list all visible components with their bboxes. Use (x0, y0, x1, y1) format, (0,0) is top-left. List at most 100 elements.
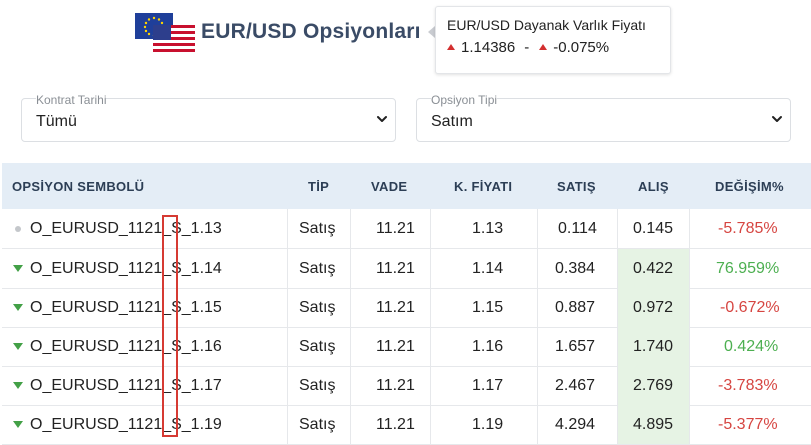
option-maturity: 11.21 (376, 220, 415, 237)
table-row[interactable]: O_EURUSD_1121_S_1.16 Satış 11.21 1.16 1.… (2, 327, 811, 367)
table-row[interactable]: O_EURUSD_1121_S_1.14 Satış 11.21 1.14 0.… (2, 249, 811, 289)
option-type-select[interactable]: Opsiyon Tipi Satım (416, 93, 791, 142)
option-symbol[interactable]: O_EURUSD_1121_S_1.14 (30, 260, 222, 277)
column-header-bid[interactable]: SATIŞ (557, 179, 596, 194)
option-bid: 1.657 (555, 338, 596, 355)
column-divider (537, 327, 538, 366)
column-divider (617, 249, 618, 288)
column-divider (287, 249, 288, 288)
column-divider (287, 327, 288, 366)
column-header-type[interactable]: TİP (308, 179, 330, 194)
option-maturity: 11.21 (376, 260, 415, 277)
option-type: Satış (299, 416, 336, 433)
contract-date-value: Tümü (36, 113, 77, 130)
column-header-ask[interactable]: ALIŞ (638, 179, 669, 194)
page-title: EUR/USD Opsiyonları (201, 20, 421, 43)
option-maturity: 11.21 (376, 338, 415, 355)
column-divider (430, 249, 431, 288)
table-row[interactable]: O_EURUSD_1121_S_1.17 Satış 11.21 1.17 2.… (2, 366, 811, 406)
chevron-down-icon (377, 116, 387, 122)
table-header: OPSİYON SEMBOLÜ TİP VADE K. FİYATI SATIŞ… (2, 163, 811, 209)
column-divider (689, 366, 690, 405)
option-bid: 2.467 (555, 377, 596, 394)
option-maturity: 11.21 (376, 299, 415, 316)
table-row[interactable]: O_EURUSD_1121_S_1.15 Satış 11.21 1.15 0.… (2, 288, 811, 328)
underlying-price-value: 1.14386 (461, 39, 516, 56)
option-ask: 1.740 (633, 338, 674, 355)
down-triangle-icon (13, 304, 23, 311)
down-triangle-icon (13, 421, 23, 428)
ask-cell-highlight (617, 366, 689, 405)
underlying-price-box: EUR/USD Dayanak Varlık Fiyatı 1.14386- -0… (435, 6, 671, 74)
option-symbol[interactable]: O_EURUSD_1121_S_1.16 (30, 338, 222, 355)
table-row[interactable]: O_EURUSD_1121_S_1.19 Satış 11.21 1.19 4.… (2, 405, 811, 445)
column-divider (689, 209, 690, 248)
option-type: Satış (299, 260, 336, 277)
option-change: -0.672% (720, 299, 780, 316)
option-bid: 4.294 (555, 416, 596, 433)
column-divider (430, 209, 431, 248)
column-divider (430, 288, 431, 327)
contract-date-label: Kontrat Tarihi (36, 93, 107, 107)
column-divider (617, 288, 618, 327)
column-header-maturity[interactable]: VADE (371, 179, 408, 194)
column-divider (350, 405, 351, 444)
down-triangle-icon (13, 343, 23, 350)
column-divider (617, 209, 618, 248)
option-change: -3.783% (718, 377, 778, 394)
column-header-symbol[interactable]: OPSİYON SEMBOLÜ (12, 179, 145, 194)
option-change: 76.959% (716, 260, 780, 277)
ask-cell-highlight (617, 405, 689, 444)
option-strike: 1.17 (472, 377, 504, 394)
option-ask: 0.972 (633, 299, 674, 316)
option-symbol[interactable]: O_EURUSD_1121_S_1.17 (30, 377, 222, 394)
column-divider (430, 327, 431, 366)
underlying-price-row: 1.14386- -0.075% (447, 39, 609, 56)
column-divider (350, 288, 351, 327)
option-ask: 2.769 (633, 377, 674, 394)
column-divider (537, 209, 538, 248)
column-divider (689, 405, 690, 444)
down-triangle-icon (13, 382, 23, 389)
column-divider (350, 209, 351, 248)
option-change: -5.377% (718, 416, 778, 433)
option-ask: 4.895 (633, 416, 674, 433)
column-divider (537, 405, 538, 444)
option-strike: 1.15 (472, 299, 504, 316)
table-row[interactable]: O_EURUSD_1121_S_1.13 Satış 11.21 1.13 0.… (2, 209, 811, 249)
option-symbol[interactable]: O_EURUSD_1121_S_1.13 (30, 220, 222, 237)
option-type-value: Satım (431, 113, 473, 130)
option-type: Satış (299, 299, 336, 316)
contract-date-select[interactable]: Kontrat Tarihi Tümü (21, 93, 396, 142)
column-divider (287, 405, 288, 444)
option-ask: 0.422 (633, 260, 674, 277)
option-maturity: 11.21 (376, 416, 415, 433)
underlying-price-change: -0.075% (553, 39, 610, 56)
column-header-strike[interactable]: K. FİYATI (454, 179, 513, 194)
option-strike: 1.13 (472, 220, 504, 237)
ask-cell-highlight (617, 249, 689, 288)
column-divider (430, 366, 431, 405)
eur-usd-flag-icon (135, 13, 195, 53)
option-bid: 0.384 (555, 260, 596, 277)
option-change: 0.424% (724, 338, 779, 355)
option-ask: 0.145 (633, 220, 674, 237)
price-box-pointer (428, 26, 435, 38)
option-strike: 1.14 (472, 260, 504, 277)
column-divider (287, 366, 288, 405)
column-divider (287, 209, 288, 248)
ask-cell-highlight (617, 327, 689, 366)
column-divider (537, 288, 538, 327)
down-triangle-icon (13, 265, 23, 272)
annotation-highlight-box (162, 215, 178, 437)
option-maturity: 11.21 (376, 377, 415, 394)
column-header-change[interactable]: DEĞİŞİM% (715, 179, 784, 194)
column-divider (350, 249, 351, 288)
option-strike: 1.19 (472, 416, 504, 433)
neutral-dot-icon (15, 226, 21, 232)
up-triangle-icon (447, 44, 455, 50)
column-divider (617, 366, 618, 405)
column-divider (287, 288, 288, 327)
option-symbol[interactable]: O_EURUSD_1121_S_1.19 (30, 416, 222, 433)
option-symbol[interactable]: O_EURUSD_1121_S_1.15 (30, 299, 222, 316)
